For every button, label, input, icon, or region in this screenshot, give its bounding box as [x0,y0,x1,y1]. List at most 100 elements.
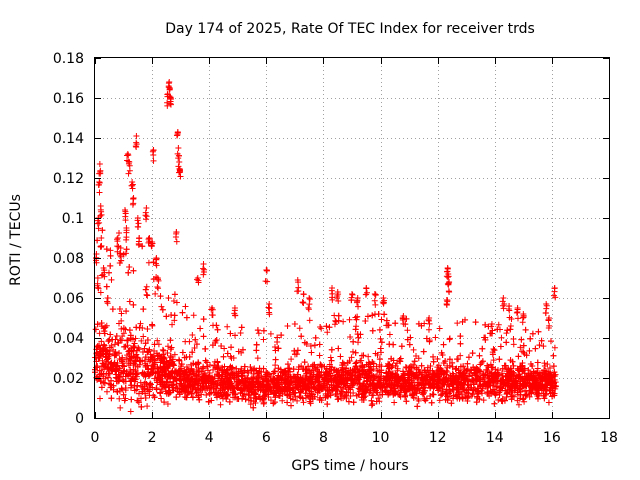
data-point [288,402,295,409]
data-point [393,360,400,367]
data-point [485,383,492,390]
data-point [415,395,422,402]
data-point [286,365,293,372]
data-point [522,392,529,399]
data-point [384,380,391,387]
data-point [174,385,181,392]
data-point [108,276,115,283]
data-point [515,353,522,360]
data-point [354,374,361,381]
data-point [367,367,374,374]
data-point [100,379,107,386]
data-point [411,358,418,365]
data-point [173,394,180,401]
data-point [440,341,447,348]
data-point [122,385,129,392]
data-point [426,338,433,345]
data-point [140,306,147,313]
data-point [488,364,495,371]
data-point [507,326,514,333]
data-point [301,359,308,366]
data-point [347,334,354,341]
data-point [207,362,214,369]
data-point [436,325,443,332]
data-point [267,387,274,394]
data-point [142,362,149,369]
data-point [104,295,111,302]
data-point [144,292,151,299]
data-point [549,393,556,400]
data-point [108,395,115,402]
data-point [450,377,457,384]
data-point [135,390,142,397]
data-point [469,372,476,379]
data-point [171,351,178,358]
data-point [339,364,346,371]
data-point [196,396,203,403]
data-point [94,321,101,328]
data-points [92,79,559,415]
data-point [527,360,534,367]
data-point [275,372,282,379]
data-point [163,313,170,320]
data-point [132,376,139,383]
data-point [214,326,221,333]
data-point [332,317,339,324]
data-point [550,363,557,370]
data-point [189,332,196,339]
data-point [181,387,188,394]
data-point [489,388,496,395]
data-point [126,264,133,271]
data-point [385,391,392,398]
data-point [384,372,391,379]
data-point [301,339,308,346]
data-point [291,351,298,358]
data-point [426,382,433,389]
data-point [449,359,456,366]
data-point [436,397,443,404]
data-point [502,362,509,369]
data-point [256,368,263,375]
data-point [163,390,170,397]
data-point [246,378,253,385]
data-point [493,383,500,390]
data-point [210,366,217,373]
data-point [300,399,307,406]
data-point [231,386,238,393]
data-point [491,347,498,354]
data-point [158,395,165,402]
data-point [92,354,99,361]
data-point [105,338,112,345]
data-point [165,294,172,301]
data-point [241,363,248,370]
data-point [101,342,108,349]
data-point [208,397,215,404]
data-point [199,374,206,381]
data-point [192,336,199,343]
data-point [243,387,250,394]
data-point [255,330,262,337]
data-point [428,399,435,406]
data-point [185,389,192,396]
data-point [342,392,349,399]
data-point [454,320,461,327]
data-point [497,343,504,350]
data-point [193,341,200,348]
data-point [96,371,103,378]
data-point [259,376,266,383]
data-point [115,320,122,327]
data-point [328,346,335,353]
data-point [391,399,398,406]
data-point [526,387,533,394]
data-point [104,298,111,305]
data-point [173,299,180,306]
data-point [295,363,302,370]
data-point [240,392,247,399]
data-point [181,374,188,381]
data-point [130,267,137,274]
data-point [410,346,417,353]
data-point [350,381,357,388]
data-point [517,378,524,385]
data-point [248,367,255,374]
